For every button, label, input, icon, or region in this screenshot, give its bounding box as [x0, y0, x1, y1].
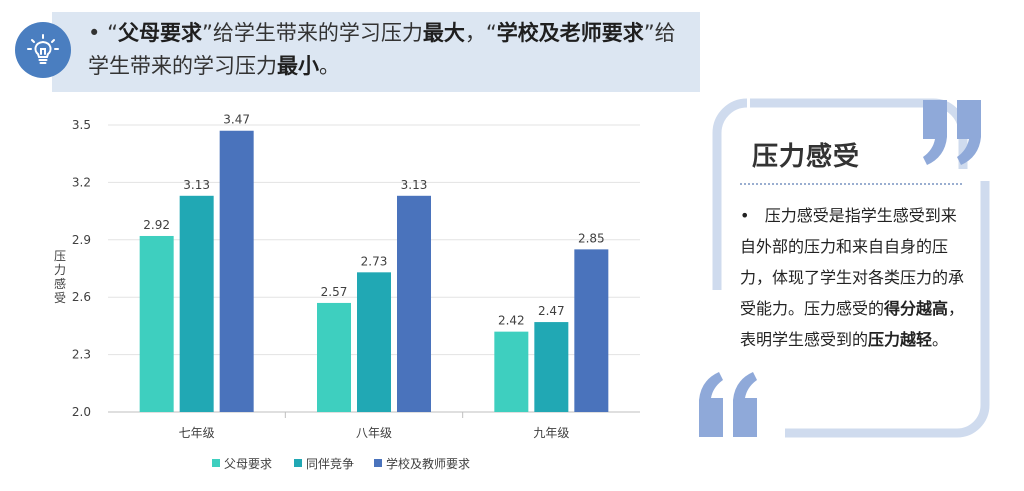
card-text: 压力感受是指学生感受到来自外部的压力和来自自身的压力，体现了学生对各类压力的承受… [740, 206, 965, 318]
close-quote-icon [923, 100, 981, 165]
legend-label: 父母要求 [224, 457, 272, 471]
legend-label: 学校及教师要求 [386, 456, 470, 471]
data-label: 3.13 [183, 178, 210, 192]
legend-label: 同伴竞争 [306, 457, 354, 471]
bar [139, 235, 174, 412]
card-body: • 压力感受是指学生感受到来自外部的压力和来自自身的压力，体现了学生对各类压力的… [740, 200, 972, 355]
headline-bold: 学校及老师要求 [496, 21, 644, 45]
legend-swatch [374, 459, 382, 467]
card-bold: 得分越高 [884, 299, 949, 318]
card-bullet: • [740, 206, 750, 225]
headline-part: ”给学生带来的学习压力 [201, 21, 423, 45]
y-tick-label: 3.5 [72, 118, 91, 132]
y-axis-label: 压力感受 [54, 249, 66, 305]
y-tick-label: 2.6 [72, 290, 91, 304]
card-text: 。 [932, 330, 949, 349]
y-tick-label: 2.3 [72, 348, 91, 362]
x-tick-label: 九年级 [533, 426, 569, 440]
definition-card-frame [699, 98, 990, 438]
y-tick-label: 3.2 [72, 175, 91, 189]
headline-banner [52, 12, 700, 92]
legend-swatch [294, 459, 302, 467]
bar [357, 272, 391, 412]
bar [179, 195, 214, 412]
headline-part: ”给学生带来的学习压力 [88, 21, 676, 78]
headline-bold: 最大 [422, 21, 465, 45]
x-tick-label: 七年级 [179, 426, 215, 440]
data-label: 3.47 [223, 113, 250, 127]
headline-bold: 父母要求 [117, 21, 202, 45]
headline-part: 。 [319, 54, 340, 78]
bar [317, 302, 351, 412]
bar [534, 322, 569, 412]
bar [397, 195, 431, 412]
data-label: 2.42 [498, 314, 525, 328]
open-quote-icon [699, 372, 757, 437]
data-label: 2.57 [321, 285, 348, 299]
data-label: 2.85 [578, 231, 605, 245]
headline-bold: 最小 [277, 54, 319, 78]
headline-bullet: • [88, 21, 101, 45]
data-label: 2.73 [361, 254, 388, 268]
data-label: 2.47 [538, 304, 565, 318]
bar [574, 249, 609, 412]
headline-part: ，“ [464, 21, 497, 45]
bar [219, 130, 254, 413]
card-title: 压力感受 [752, 142, 861, 172]
card-text: ，表明学生感受到的 [740, 299, 965, 349]
headline-part: “ [107, 21, 118, 45]
x-tick-label: 八年级 [356, 426, 392, 440]
bar-chart: 2.0 2.3 2.6 2.9 3.2 3.5 压力感受 2.92 3.13 3.47 七年级 2.5… [0, 100, 680, 487]
y-tick-label: 2.0 [72, 405, 91, 419]
data-label: 3.13 [401, 178, 428, 192]
card-bold: 压力越轻 [868, 330, 933, 349]
bar-chart-svg: 2.0 2.3 2.6 2.9 3.2 3.5 压力感受 2.92 3.13 3.47 七年级 2.5… [54, 113, 640, 471]
data-label: 2.92 [143, 218, 170, 232]
lightbulb-icon [15, 22, 71, 78]
legend-swatch [212, 459, 220, 467]
card-divider [740, 183, 962, 185]
headline-text: • “父母要求”给学生带来的学习压力最大，“学校及老师要求”给学生带来的学习压力… [88, 17, 688, 83]
bar [494, 331, 529, 412]
y-tick-label: 2.9 [72, 233, 91, 247]
